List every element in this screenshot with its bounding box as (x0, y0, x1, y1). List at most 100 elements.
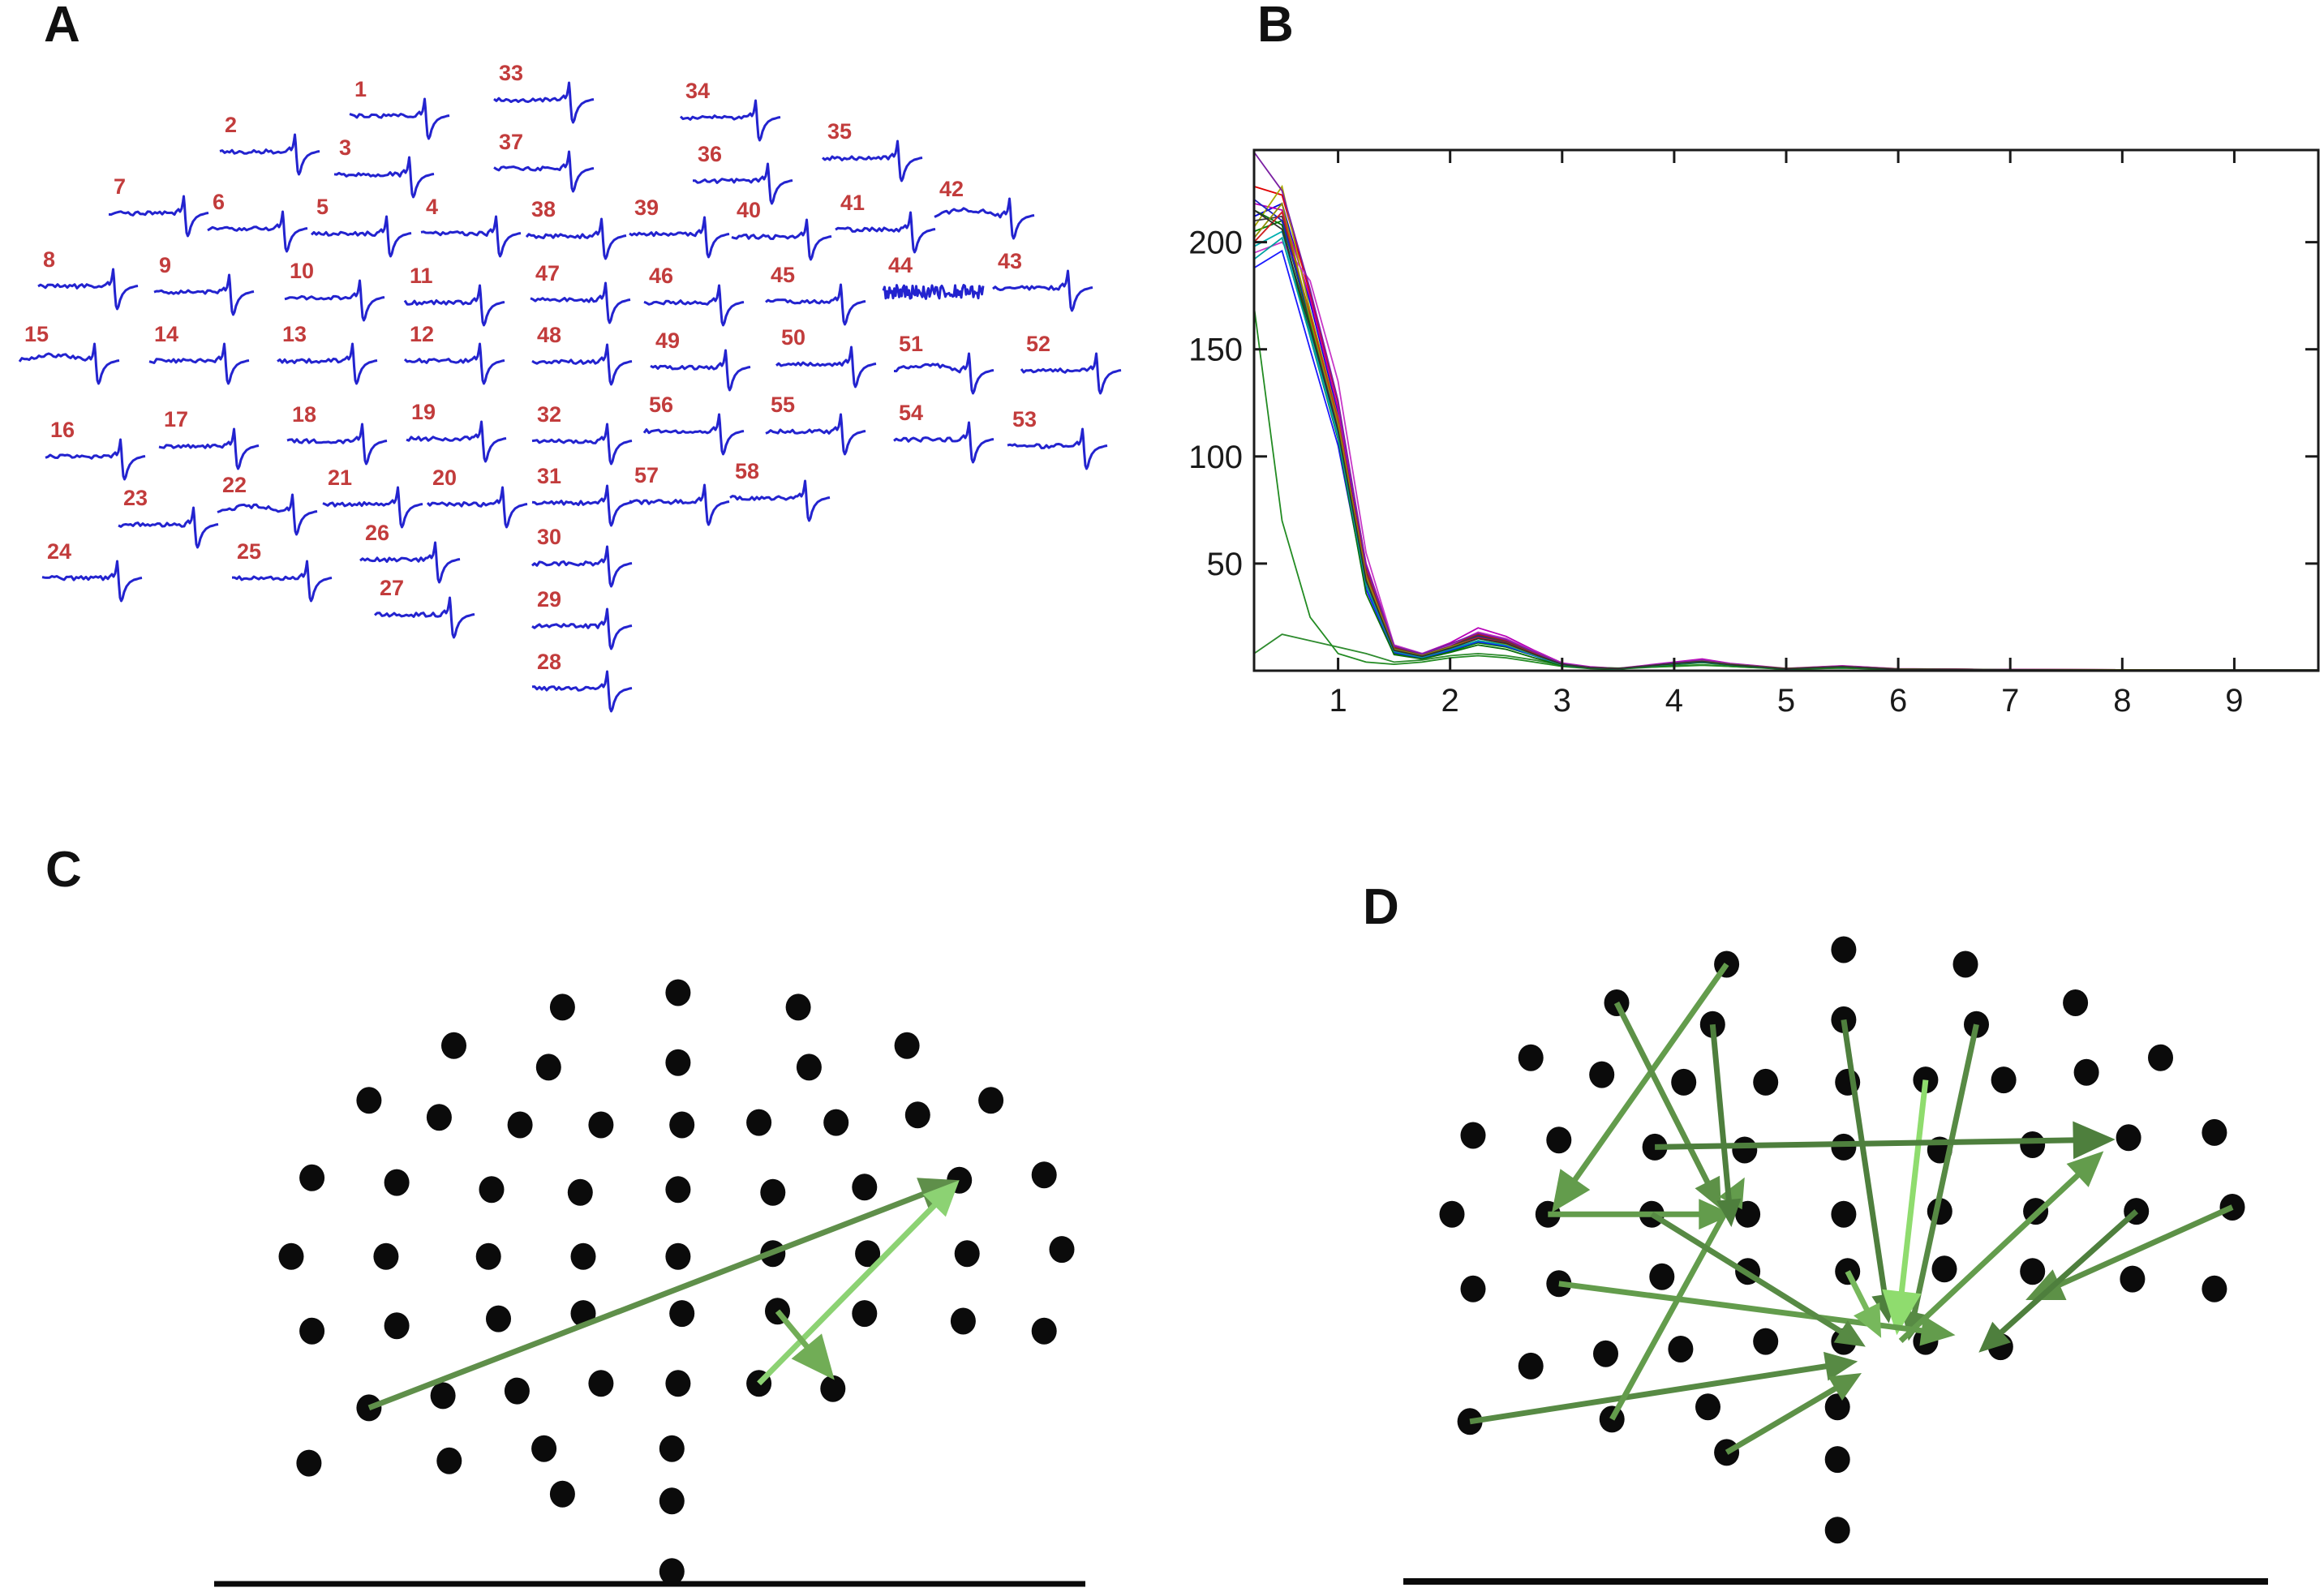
chart-line-unit-14 (1254, 210, 2318, 671)
electrode-dot (436, 1447, 462, 1474)
connection-arrow-shaft (1469, 1361, 1841, 1425)
electrode-dot (1439, 1200, 1465, 1228)
electrode-dot (384, 1312, 410, 1340)
trace-number-label: 15 (24, 322, 49, 346)
electrode-dot (855, 1240, 881, 1268)
connection-arrow-shaft (1898, 1162, 2091, 1343)
waveform-line (374, 596, 475, 639)
electrode-dot (531, 1435, 557, 1462)
connection-arrow-shaft (1909, 1023, 1979, 1326)
chart-line-unit-8 (1254, 249, 2318, 671)
waveform-line (148, 342, 250, 385)
trace-number-label: 38 (531, 197, 556, 221)
electrode-dot (384, 1169, 410, 1196)
trace-number-label: 6 (213, 190, 225, 214)
electrode-dot (588, 1370, 614, 1397)
electrode-dot (1732, 1136, 1758, 1164)
panel-c-letter: C (45, 842, 82, 898)
chart-line-unit-7 (1254, 215, 2318, 671)
x-tick-label: 9 (2225, 683, 2243, 719)
spike-trace: 38 (525, 197, 627, 260)
electrode-dot (426, 1104, 452, 1131)
axes-box (1252, 148, 2320, 672)
waveform-line (118, 506, 219, 549)
x-tick-label: 7 (2001, 683, 2019, 719)
waveform-line (531, 484, 633, 527)
spike-trace: 31 (531, 464, 633, 527)
trace-number-label: 25 (237, 539, 261, 564)
waveform-line (650, 349, 751, 392)
trace-number-label: 4 (426, 195, 438, 219)
waveform-line (693, 162, 793, 205)
electrode-dot (1460, 1122, 1486, 1149)
spike-trace: 28 (531, 650, 633, 713)
electrode-dot (549, 993, 575, 1021)
waveform-line (1007, 427, 1108, 470)
waveform-line (232, 560, 333, 603)
trace-number-label: 24 (47, 539, 71, 564)
trace-number-label: 54 (899, 401, 923, 425)
waveform-line (153, 273, 255, 316)
trace-number-label: 9 (159, 253, 171, 277)
spike-trace: 32 (531, 402, 633, 466)
electrode-dot (299, 1317, 325, 1345)
electrode-dot (978, 1087, 1004, 1114)
waveform-line (531, 607, 633, 650)
electrode-dot (1518, 1352, 1544, 1380)
trace-number-label: 12 (410, 322, 434, 346)
spike-trace: 29 (531, 587, 633, 650)
trace-number-label: 50 (781, 325, 805, 350)
spike-trace: 58 (729, 459, 831, 522)
spike-trace: 15 (18, 322, 120, 385)
connection-arrow-shaft (2043, 1204, 2234, 1294)
waveform-line (531, 343, 633, 386)
trace-number-label: 48 (537, 323, 561, 347)
waveform-line (284, 279, 385, 322)
electrode-dot (659, 1435, 685, 1462)
spike-trace: 53 (1007, 407, 1108, 470)
connection-arrow-shaft (1989, 1208, 2139, 1344)
spike-trace: 54 (893, 401, 994, 464)
trace-number-label: 20 (432, 466, 457, 490)
spike-trace: 21 (322, 466, 423, 529)
x-tick-label: 3 (1553, 683, 1571, 719)
electrode-dot (1824, 1517, 1850, 1544)
spike-trace: 4 (420, 195, 522, 258)
electrode-dot (665, 1049, 691, 1076)
connection-arrow-head (1833, 1320, 1866, 1347)
waveform-line (835, 211, 936, 254)
waveform-line (893, 421, 994, 464)
spike-trace: 55 (765, 393, 866, 456)
trace-number-label: 32 (537, 402, 561, 427)
electrode-dot (486, 1305, 511, 1332)
chart-line-unit-15 (1254, 152, 2318, 671)
spike-trace: 50 (775, 325, 877, 388)
electrode-dot (823, 1109, 849, 1136)
waveform-line (493, 81, 595, 124)
electrode-dot (820, 1375, 846, 1402)
waveform-line (629, 483, 730, 526)
electrode-dot (1031, 1317, 1057, 1345)
electrode-dot (1964, 1011, 1989, 1038)
scale-baseline (214, 1581, 1085, 1587)
electrode-dot (588, 1111, 614, 1139)
trace-number-label: 8 (43, 247, 55, 272)
waveform-line (643, 284, 745, 327)
panel-d-letter: D (1363, 879, 1399, 935)
y-tick-label: 150 (1188, 333, 1243, 368)
electrode-dot (1824, 1393, 1850, 1421)
connection-arrow-head (1716, 1198, 1742, 1227)
waveform-line (531, 423, 633, 466)
electrode-dot (659, 1487, 685, 1515)
spike-trace: 37 (493, 130, 595, 193)
electrode-dot (2120, 1265, 2146, 1293)
trace-number-label: 33 (499, 61, 523, 85)
trace-number-label: 34 (685, 79, 710, 103)
trace-number-label: 22 (222, 473, 247, 497)
electrode-dot (570, 1242, 596, 1270)
trace-number-label: 45 (771, 263, 795, 287)
electrode-dot (2020, 1258, 2046, 1285)
trace-number-label: 36 (698, 142, 722, 166)
electrode-dot (430, 1382, 456, 1410)
connection-arrow-head (1695, 1175, 1721, 1210)
